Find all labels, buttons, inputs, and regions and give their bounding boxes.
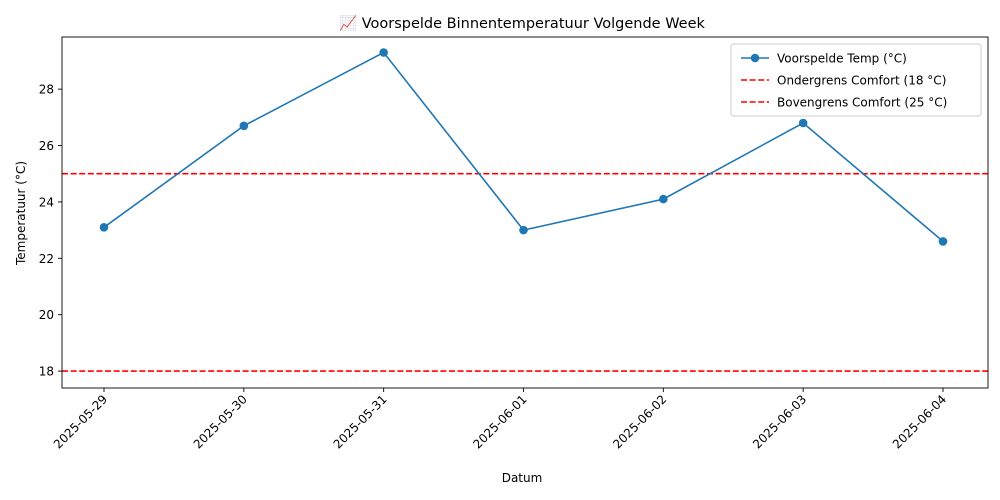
legend-label: Voorspelde Temp (°C) [777,51,907,65]
plot-frame [61,36,989,389]
data-point [519,225,528,235]
data-point [798,118,808,128]
data-point [99,223,109,232]
y-tick-label: 22 [39,252,54,266]
legend-label: Bovengrens Comfort (25 °C) [777,95,947,109]
y-tick-label: 24 [39,195,54,209]
y-axis: 18 20 22 24 26 28 [39,83,62,379]
y-tick-label: 18 [39,365,54,379]
legend-box [730,43,982,117]
y-tick-label: 26 [39,139,54,153]
legend-marker [750,53,760,63]
data-point [659,194,668,204]
chart-title: 📈 Voorspelde Binnentemperatuur Volgende … [339,14,705,32]
data-point [239,121,249,131]
data-point [938,237,948,246]
x-axis-label: Datum [502,471,543,485]
legend-label: Ondergrens Comfort (18 °C) [777,73,946,87]
data-point [379,48,388,57]
y-axis-label: Temperatuur (°C) [14,161,28,266]
y-tick-label: 20 [39,308,54,322]
y-tick-label: 28 [39,83,54,97]
series-layer [99,48,948,246]
legend: Voorspelde Temp (°C) Ondergrens Comfort (… [730,43,982,117]
